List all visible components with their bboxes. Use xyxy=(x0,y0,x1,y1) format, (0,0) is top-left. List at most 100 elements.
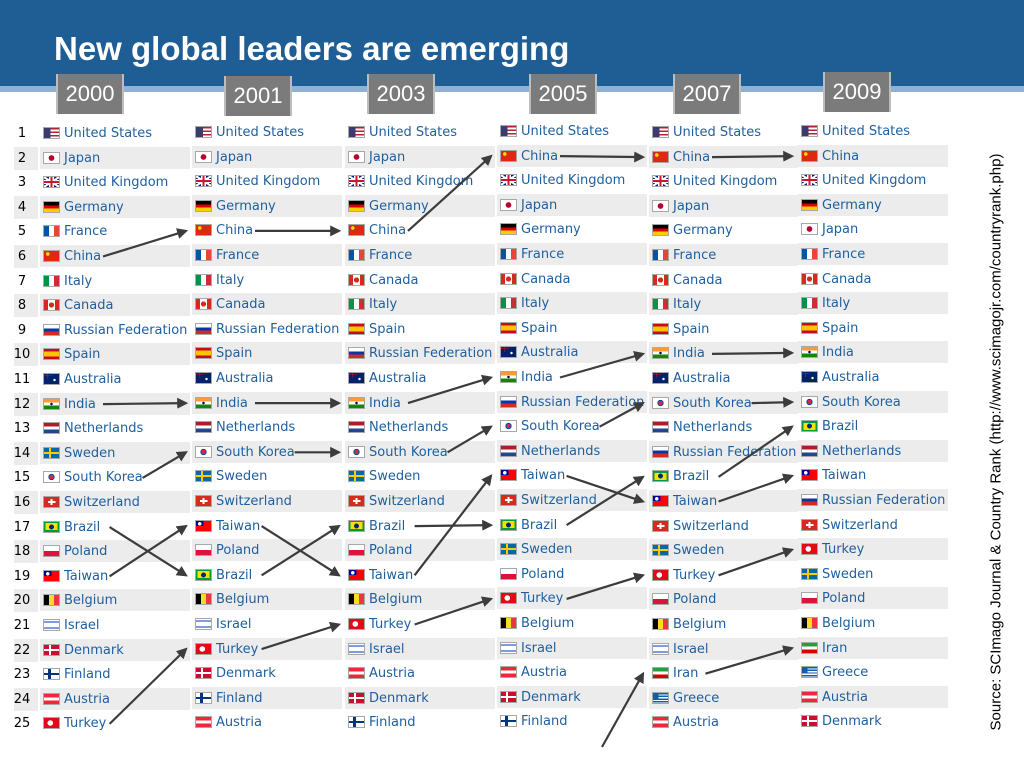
country-name: Italy xyxy=(673,297,702,313)
country-name: Australia xyxy=(216,371,274,386)
japan-flag-icon xyxy=(348,150,365,163)
country-name: Austria xyxy=(216,715,262,731)
rank-row-bg xyxy=(14,540,38,564)
arrow-turkey xyxy=(414,596,494,626)
japan-flag-icon xyxy=(652,199,669,212)
france-flag-icon xyxy=(43,225,60,238)
country-name: Iran xyxy=(673,666,699,682)
country-name: Austria xyxy=(673,715,719,731)
table-row: Finland xyxy=(192,686,342,710)
table-row: Taiwan xyxy=(649,490,799,513)
country-name: Poland xyxy=(521,566,565,582)
switzerland-flag-icon xyxy=(195,495,212,507)
table-row: United States xyxy=(497,120,647,143)
country-name: United States xyxy=(64,126,153,141)
table-row: China xyxy=(345,219,495,243)
turkey-flag-icon xyxy=(500,592,517,605)
arrow-turkey xyxy=(108,647,188,725)
country-name: Greece xyxy=(822,665,869,681)
table-row: United States xyxy=(345,121,495,144)
sweden-flag-icon xyxy=(43,446,60,459)
country-name: Russian Federation xyxy=(216,321,340,337)
table-row: Australia xyxy=(192,367,342,390)
country-name: Japan xyxy=(64,150,101,166)
country-name: Brazil xyxy=(822,419,859,435)
table-row: United Kingdom xyxy=(798,169,948,193)
denmark-flag-icon xyxy=(195,667,212,680)
arrow-iran xyxy=(601,671,645,748)
country-name: France xyxy=(216,248,260,263)
table-row: Turkey xyxy=(497,587,647,611)
country-name: Israel xyxy=(521,640,557,656)
taiwan-flag-icon xyxy=(500,469,517,482)
country-name: Netherlands xyxy=(521,443,601,459)
united-kingdom-flag-icon xyxy=(801,174,818,187)
table-row: Germany xyxy=(497,218,647,242)
switzerland-flag-icon xyxy=(652,519,669,532)
table-row: Turkey xyxy=(40,712,190,736)
country-name: Italy xyxy=(216,272,245,288)
table-row: Denmark xyxy=(345,686,495,710)
arrow-turkey xyxy=(261,621,342,651)
germany-flag-icon xyxy=(195,199,212,212)
table-row: Iran xyxy=(649,662,799,686)
table-row: Spain xyxy=(649,317,799,341)
country-name: Switzerland xyxy=(216,494,292,509)
country-name: South Korea xyxy=(521,419,600,435)
arrow-south-korea xyxy=(447,425,493,454)
china-flag-icon xyxy=(500,149,517,162)
australia-flag-icon xyxy=(348,372,365,384)
country-name: Netherlands xyxy=(64,421,144,437)
table-row: Russian Federation xyxy=(192,317,342,341)
rank-number: 11 xyxy=(13,372,31,387)
country-name: Belgium xyxy=(64,593,118,609)
table-row: United Kingdom xyxy=(649,170,799,194)
country-name: Sweden xyxy=(822,566,874,582)
country-name: Canada xyxy=(521,271,571,287)
arrow-china xyxy=(711,150,795,162)
russian-federation-flag-icon xyxy=(195,322,212,335)
arrow-india xyxy=(559,351,646,379)
country-name: Russian Federation xyxy=(673,444,797,460)
taiwan-flag-icon xyxy=(348,568,365,581)
country-name: United Kingdom xyxy=(216,174,321,190)
australia-flag-icon xyxy=(43,373,60,385)
spain-flag-icon xyxy=(801,321,818,334)
arrow-taiwan xyxy=(261,525,341,577)
israel-flag-icon xyxy=(43,619,60,631)
japan-flag-icon xyxy=(801,223,818,236)
table-row: Turkey xyxy=(649,563,799,587)
netherlands-flag-icon xyxy=(500,444,517,457)
country-name: Poland xyxy=(822,591,866,607)
country-name: South Korea xyxy=(216,444,295,460)
spain-flag-icon xyxy=(652,322,669,335)
rank-number: 4 xyxy=(17,199,27,215)
country-name: India xyxy=(822,345,854,361)
country-name: Denmark xyxy=(216,666,276,682)
country-name: Japan xyxy=(673,198,710,214)
table-row: United States xyxy=(649,121,799,144)
france-flag-icon xyxy=(801,248,818,260)
country-name: Taiwan xyxy=(216,518,261,534)
country-name: Australia xyxy=(369,371,427,386)
arrow-india xyxy=(407,374,494,405)
table-row: Denmark xyxy=(192,662,342,686)
table-row: Taiwan xyxy=(798,464,948,488)
rank-row-bg xyxy=(14,687,38,711)
switzerland-flag-icon xyxy=(348,495,365,507)
belgium-flag-icon xyxy=(500,617,517,629)
south-korea-flag-icon xyxy=(195,445,212,458)
japan-flag-icon xyxy=(43,151,60,164)
rank-number: 13 xyxy=(13,421,31,437)
country-name: China xyxy=(673,149,711,165)
country-name: Germany xyxy=(521,222,581,238)
country-name: France xyxy=(673,248,717,263)
arrow-brazil xyxy=(566,475,645,527)
rank-row-bg xyxy=(14,146,38,170)
taiwan-flag-icon xyxy=(801,469,818,482)
south-korea-flag-icon xyxy=(500,420,517,433)
united-states-flag-icon xyxy=(43,127,60,139)
united-states-flag-icon xyxy=(500,125,517,137)
united-states-flag-icon xyxy=(195,126,212,138)
year-label-2007: 2007 xyxy=(673,74,741,114)
